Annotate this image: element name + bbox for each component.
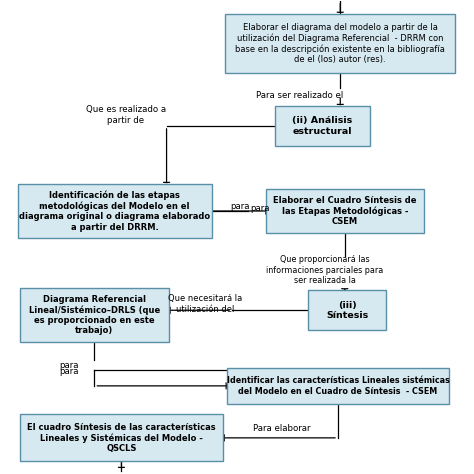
Text: Identificar las características Lineales sistémicas
del Modelo en el Cuadro de S: Identificar las características Lineales… — [227, 376, 449, 396]
FancyBboxPatch shape — [275, 106, 370, 146]
Text: El cuadro Síntesis de las características
Lineales y Sistémicas del Modelo -
QSC: El cuadro Síntesis de las característica… — [27, 423, 216, 453]
Text: Que es realizado a
partir de: Que es realizado a partir de — [86, 105, 166, 125]
FancyBboxPatch shape — [228, 368, 448, 403]
Text: para: para — [230, 202, 249, 211]
Text: Para elaborar: Para elaborar — [253, 424, 310, 433]
FancyBboxPatch shape — [20, 414, 223, 462]
Text: Elaborar el Cuadro Síntesis de
las Etapas Metodológicas -
CSEM: Elaborar el Cuadro Síntesis de las Etapa… — [273, 196, 417, 226]
Text: Que proporcionará las
informaciones parciales para
ser realizada la: Que proporcionará las informaciones parc… — [266, 255, 383, 285]
Text: Identificación de las etapas
metodológicas del Modelo en el
diagrama original o : Identificación de las etapas metodológic… — [19, 191, 210, 232]
Text: Diagrama Referencial
Lineal/Sistémico–DRLS (que
es proporcionado en este
trabajo: Diagrama Referencial Lineal/Sistémico–DR… — [29, 294, 160, 336]
Text: Elaborar el diagrama del modelo a partir de la
utilización del Diagrama Referenc: Elaborar el diagrama del modelo a partir… — [235, 23, 445, 64]
Text: Que necesitará la
utilización del: Que necesitará la utilización del — [168, 294, 242, 314]
FancyBboxPatch shape — [18, 184, 212, 238]
Text: Para ser realizado el: Para ser realizado el — [256, 91, 343, 100]
FancyBboxPatch shape — [308, 290, 386, 330]
Text: para: para — [59, 367, 78, 376]
Text: para: para — [251, 204, 270, 213]
Text: (ii) Análisis
estructural: (ii) Análisis estructural — [292, 116, 352, 136]
FancyBboxPatch shape — [225, 14, 456, 73]
FancyBboxPatch shape — [266, 189, 424, 234]
FancyBboxPatch shape — [20, 288, 169, 342]
Text: (iii)
Síntesis: (iii) Síntesis — [326, 301, 368, 320]
Text: para: para — [59, 361, 78, 370]
